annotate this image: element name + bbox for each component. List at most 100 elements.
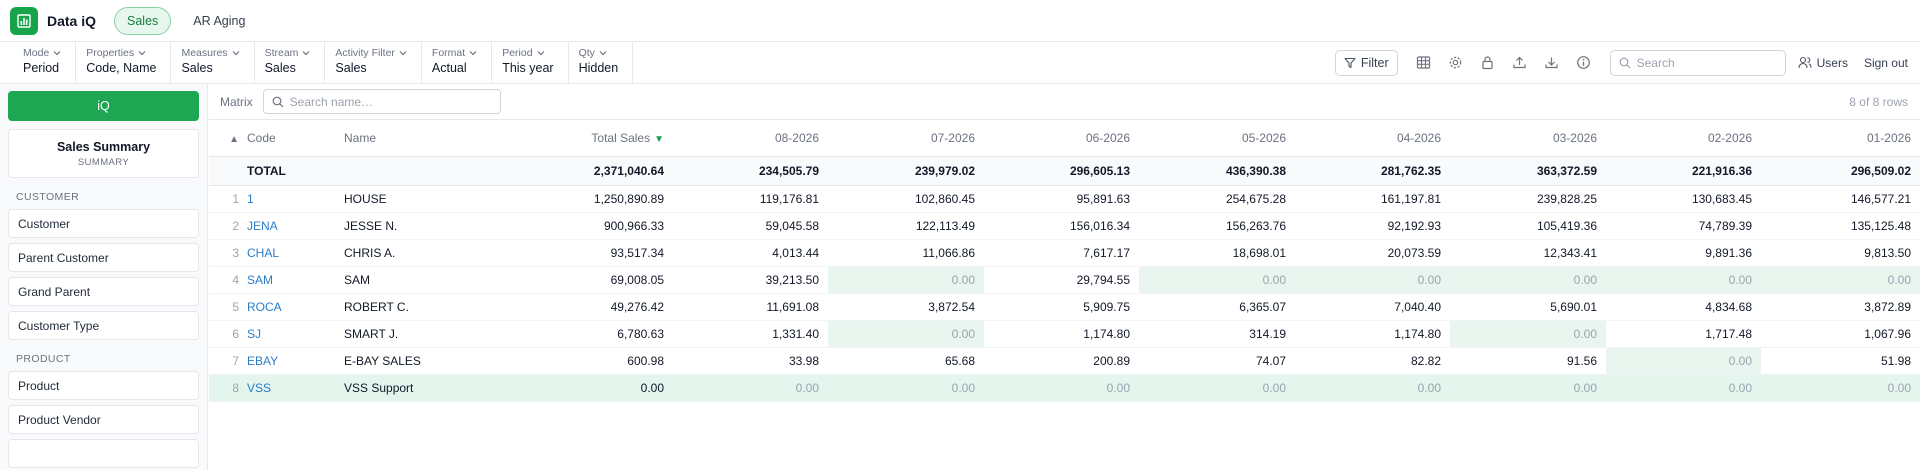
table-row[interactable]: 6 SJ SMART J. 6,780.63 1,331.40 0.00 1,174.80 3…: [209, 320, 1920, 348]
column-header-name[interactable]: Name: [344, 120, 518, 157]
row-month-value: 29,794.55: [984, 266, 1139, 294]
global-search[interactable]: [1609, 49, 1786, 76]
control-mode[interactable]: Mode Period: [0, 42, 77, 83]
row-month-value: 156,263.76: [1139, 212, 1295, 240]
row-month-value: 0.00: [1606, 266, 1761, 294]
control-properties[interactable]: Properties Code, Name: [76, 42, 172, 83]
control-stream-label: Stream: [264, 47, 299, 59]
table-row[interactable]: 3 CHAL CHRIS A. 93,517.34 4,013.44 11,066.86 7…: [209, 239, 1920, 267]
row-code-link[interactable]: JENA: [247, 212, 344, 240]
table-icon[interactable]: [1408, 49, 1440, 77]
table-row[interactable]: 1 1 HOUSE 1,250,890.89 119,176.81 102,860.45 9…: [209, 185, 1920, 213]
row-month-value: 9,891.36: [1606, 239, 1761, 267]
column-header-month[interactable]: 06-2026: [984, 120, 1139, 157]
row-month-value: 314.19: [1139, 320, 1295, 348]
search-icon: [1619, 57, 1631, 68]
table-row[interactable]: 2 JENA JESSE N. 900,966.33 59,045.58 122,113.…: [209, 212, 1920, 240]
row-month-value: 1,717.48: [1606, 320, 1761, 348]
row-name: CHRIS A.: [344, 239, 518, 267]
row-month-value: 0.00: [828, 266, 984, 294]
row-month-value: 0.00: [828, 320, 984, 348]
row-total-sales: 1,250,890.89: [518, 185, 673, 213]
chevron-down-icon: [232, 51, 239, 56]
row-month-value: 65.68: [828, 347, 984, 375]
nav-tab-ar-aging[interactable]: AR Aging: [193, 13, 246, 28]
row-month-value: 3,872.54: [828, 293, 984, 321]
info-icon[interactable]: [1568, 49, 1600, 77]
column-header-total-sales[interactable]: Total Sales ▼: [518, 120, 673, 157]
total-label: TOTAL: [247, 156, 344, 186]
control-period[interactable]: Period This year: [492, 42, 569, 83]
column-header-month[interactable]: 02-2026: [1606, 120, 1761, 157]
column-header-month[interactable]: 03-2026: [1450, 120, 1606, 157]
sidebar-item-product[interactable]: Product: [8, 371, 199, 400]
chevron-down-icon: [302, 51, 310, 56]
column-header-month[interactable]: 07-2026: [828, 120, 984, 157]
column-header-month[interactable]: 08-2026: [673, 120, 828, 157]
app-logo-icon[interactable]: [10, 6, 38, 35]
sort-toggle-icon[interactable]: ▲: [209, 120, 247, 157]
download-icon[interactable]: [1536, 49, 1568, 77]
row-month-value: 130,683.45: [1606, 185, 1761, 213]
table-row[interactable]: 7 EBAY E-BAY SALES 600.98 33.98 65.68 200.89 74…: [209, 347, 1920, 375]
row-month-value: 39,213.50: [673, 266, 828, 294]
control-format[interactable]: Format Actual: [422, 42, 493, 83]
control-qty[interactable]: Qty Hidden: [569, 42, 634, 83]
total-cell: 296,605.13: [984, 156, 1139, 186]
row-month-value: 5,909.75: [984, 293, 1139, 321]
row-month-value: 0.00: [1450, 374, 1606, 402]
upload-icon[interactable]: [1504, 49, 1536, 77]
table-row[interactable]: 5 ROCA ROBERT C. 49,276.42 11,691.08 3,872.54…: [209, 293, 1920, 321]
sales-summary-card[interactable]: Sales Summary SUMMARY: [8, 129, 199, 178]
row-month-value: 1,331.40: [673, 320, 828, 348]
row-month-value: 0.00: [828, 374, 984, 402]
row-code-link[interactable]: ROCA: [247, 293, 344, 321]
row-code-link[interactable]: SJ: [247, 320, 344, 348]
control-activity-filter[interactable]: Activity Filter Sales: [325, 42, 422, 83]
row-month-value: 92,192.93: [1295, 212, 1450, 240]
total-cell: 221,916.36: [1606, 156, 1761, 186]
control-stream-value: Sales: [264, 61, 296, 75]
row-code-link[interactable]: 1: [247, 185, 344, 213]
sign-out-link[interactable]: Sign out: [1863, 55, 1908, 70]
sidebar-item-parent-customer[interactable]: Parent Customer: [8, 243, 199, 272]
control-measures[interactable]: Measures Sales: [171, 42, 255, 83]
column-header-month[interactable]: 01-2026: [1761, 120, 1920, 157]
row-code-link[interactable]: CHAL: [247, 239, 344, 267]
column-header-month[interactable]: 05-2026: [1139, 120, 1295, 157]
row-code-link[interactable]: VSS: [247, 374, 344, 402]
users-link[interactable]: Users: [1798, 56, 1848, 70]
column-header-month[interactable]: 04-2026: [1295, 120, 1450, 157]
row-month-value: 0.00: [1295, 374, 1450, 402]
lock-icon[interactable]: [1472, 49, 1504, 77]
matrix-search[interactable]: [262, 89, 501, 114]
gear-icon[interactable]: [1440, 49, 1472, 77]
nav-tab-sales[interactable]: Sales: [114, 6, 172, 35]
matrix-search-input[interactable]: [289, 94, 490, 109]
table-row[interactable]: 4 SAM SAM 69,008.05 39,213.50 0.00 29,794.55 0.…: [209, 266, 1920, 294]
row-index: 7: [209, 347, 247, 375]
row-total-sales: 6,780.63: [518, 320, 673, 348]
row-code-link[interactable]: EBAY: [247, 347, 344, 375]
sidebar-item-customer[interactable]: Customer: [8, 209, 199, 238]
control-format-label: Format: [431, 47, 466, 59]
row-index: 2: [209, 212, 247, 240]
global-search-input[interactable]: [1636, 55, 1777, 70]
sidebar-item-customer-type[interactable]: Customer Type: [8, 311, 199, 340]
row-month-value: 0.00: [1450, 320, 1606, 348]
row-month-value: 0.00: [984, 374, 1139, 402]
control-stream[interactable]: Stream Sales: [255, 42, 326, 83]
iq-button[interactable]: iQ: [8, 91, 199, 121]
control-measures-label: Measures: [181, 47, 228, 59]
filter-button[interactable]: Filter: [1334, 49, 1398, 76]
matrix-panel: Matrix 8 of 8 rows ▲ Code Name Total Sal…: [209, 84, 1920, 470]
control-properties-value: Code, Name: [86, 61, 157, 75]
table-row[interactable]: 8 VSS VSS Support 0.00 0.00 0.00 0.00 0.00 0.00 0…: [209, 374, 1920, 402]
column-header-code[interactable]: Code: [247, 120, 344, 157]
row-code-link[interactable]: SAM: [247, 266, 344, 294]
sidebar-item-product-vendor[interactable]: Product Vendor: [8, 405, 199, 434]
row-month-value: 74.07: [1139, 347, 1295, 375]
sidebar-item-partial[interactable]: [8, 439, 199, 468]
sidebar: iQ Sales Summary SUMMARY CUSTOMER Custom…: [0, 84, 208, 470]
sidebar-item-grand-parent[interactable]: Grand Parent: [8, 277, 199, 306]
